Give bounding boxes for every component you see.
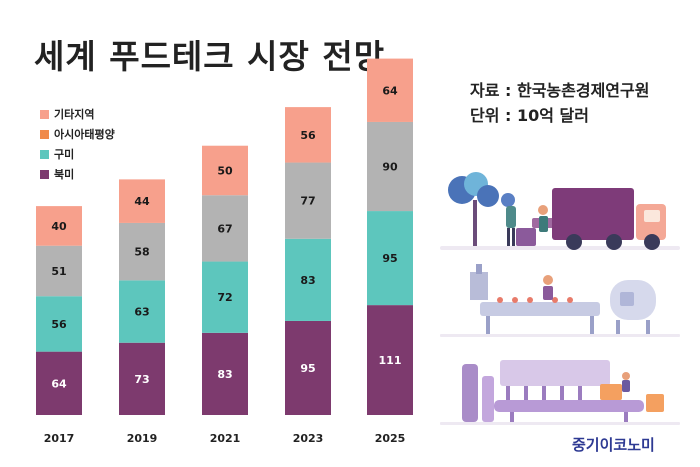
- bar-asia-pacific-2017: [36, 245, 82, 297]
- data-label-north-america-2019: 73: [134, 373, 149, 386]
- bar-europe-2019: [119, 280, 165, 343]
- x-tick-label-2025: 2025: [375, 432, 406, 445]
- data-label-other-2021: 50: [217, 164, 233, 177]
- data-label-other-2023: 56: [300, 129, 316, 142]
- source-info: 자료 : 한국농촌경제연구원 단위 : 10억 달러: [470, 78, 649, 128]
- legend-label-other: 기타지역: [54, 108, 95, 121]
- data-label-europe-2021: 72: [217, 291, 232, 304]
- data-label-asia-pacific-2021: 67: [217, 222, 232, 235]
- data-label-other-2025: 64: [382, 84, 398, 97]
- bar-north-america-2017: [36, 351, 82, 415]
- bar-asia-pacific-2019: [119, 222, 165, 281]
- legend-label-asia-pacific: 아시아태평양: [54, 128, 115, 141]
- legend-item-other: 기타지역: [40, 104, 115, 124]
- data-label-north-america-2025: 111: [379, 354, 402, 367]
- chart-legend: 기타지역 아시아태평양 구미 북미: [40, 104, 115, 184]
- stacked-bar-chart: 64 56 51 40 2017 73 63 58 44 2019 83 72 67 50 2021 95 83…: [36, 58, 413, 445]
- legend-swatch-europe: [40, 149, 49, 159]
- bar-asia-pacific-2025: [367, 121, 413, 212]
- legend-item-asia-pacific: 아시아태평양: [40, 124, 115, 144]
- data-label-north-america-2017: 64: [51, 377, 67, 390]
- bar-other-2025: [367, 58, 413, 122]
- processing-machine-illustration: [440, 360, 680, 425]
- bar-north-america-2023: [285, 320, 331, 415]
- legend-label-north-america: 북미: [54, 168, 75, 181]
- data-label-north-america-2021: 83: [217, 368, 232, 381]
- data-label-asia-pacific-2017: 51: [51, 265, 66, 278]
- bar-other-2019: [119, 179, 165, 223]
- bar-north-america-2021: [202, 332, 248, 415]
- bar-other-2017: [36, 206, 82, 246]
- legend-swatch-north-america: [40, 169, 49, 179]
- bar-asia-pacific-2021: [202, 195, 248, 262]
- legend-label-europe: 구미: [54, 148, 75, 161]
- bar-europe-2023: [285, 238, 331, 321]
- x-tick-label-2019: 2019: [127, 432, 158, 445]
- data-label-europe-2023: 83: [300, 274, 315, 287]
- bar-asia-pacific-2023: [285, 162, 331, 239]
- source-line: 자료 : 한국농촌경제연구원: [470, 81, 650, 100]
- data-label-asia-pacific-2023: 77: [300, 195, 315, 208]
- unit-line: 단위 : 10억 달러: [470, 106, 589, 125]
- legend-item-north-america: 북미: [40, 164, 115, 184]
- data-label-asia-pacific-2019: 58: [134, 246, 149, 259]
- page-title: 세계 푸드테크 시장 전망: [34, 37, 386, 76]
- factory-line-illustration: [440, 264, 680, 337]
- data-label-other-2019: 44: [134, 195, 150, 208]
- data-label-europe-2025: 95: [382, 252, 397, 265]
- legend-swatch-other: [40, 109, 49, 119]
- bar-other-2021: [202, 145, 248, 196]
- bar-europe-2025: [367, 211, 413, 306]
- x-tick-label-2023: 2023: [293, 432, 324, 445]
- data-label-europe-2019: 63: [134, 306, 149, 319]
- data-label-other-2017: 40: [51, 220, 67, 233]
- brand-logo: 중기이코노미: [572, 436, 655, 454]
- x-tick-label-2017: 2017: [44, 432, 75, 445]
- bar-north-america-2019: [119, 342, 165, 415]
- bar-north-america-2025: [367, 305, 413, 415]
- bar-europe-2017: [36, 296, 82, 352]
- data-label-europe-2017: 56: [51, 318, 67, 331]
- bar-other-2023: [285, 107, 331, 163]
- bar-europe-2021: [202, 261, 248, 333]
- legend-item-europe: 구미: [40, 144, 115, 164]
- data-label-asia-pacific-2025: 90: [382, 161, 398, 174]
- truck-illustration: [440, 172, 680, 250]
- x-tick-label-2021: 2021: [210, 432, 241, 445]
- legend-swatch-asia-pacific: [40, 129, 49, 139]
- data-label-north-america-2023: 95: [300, 362, 315, 375]
